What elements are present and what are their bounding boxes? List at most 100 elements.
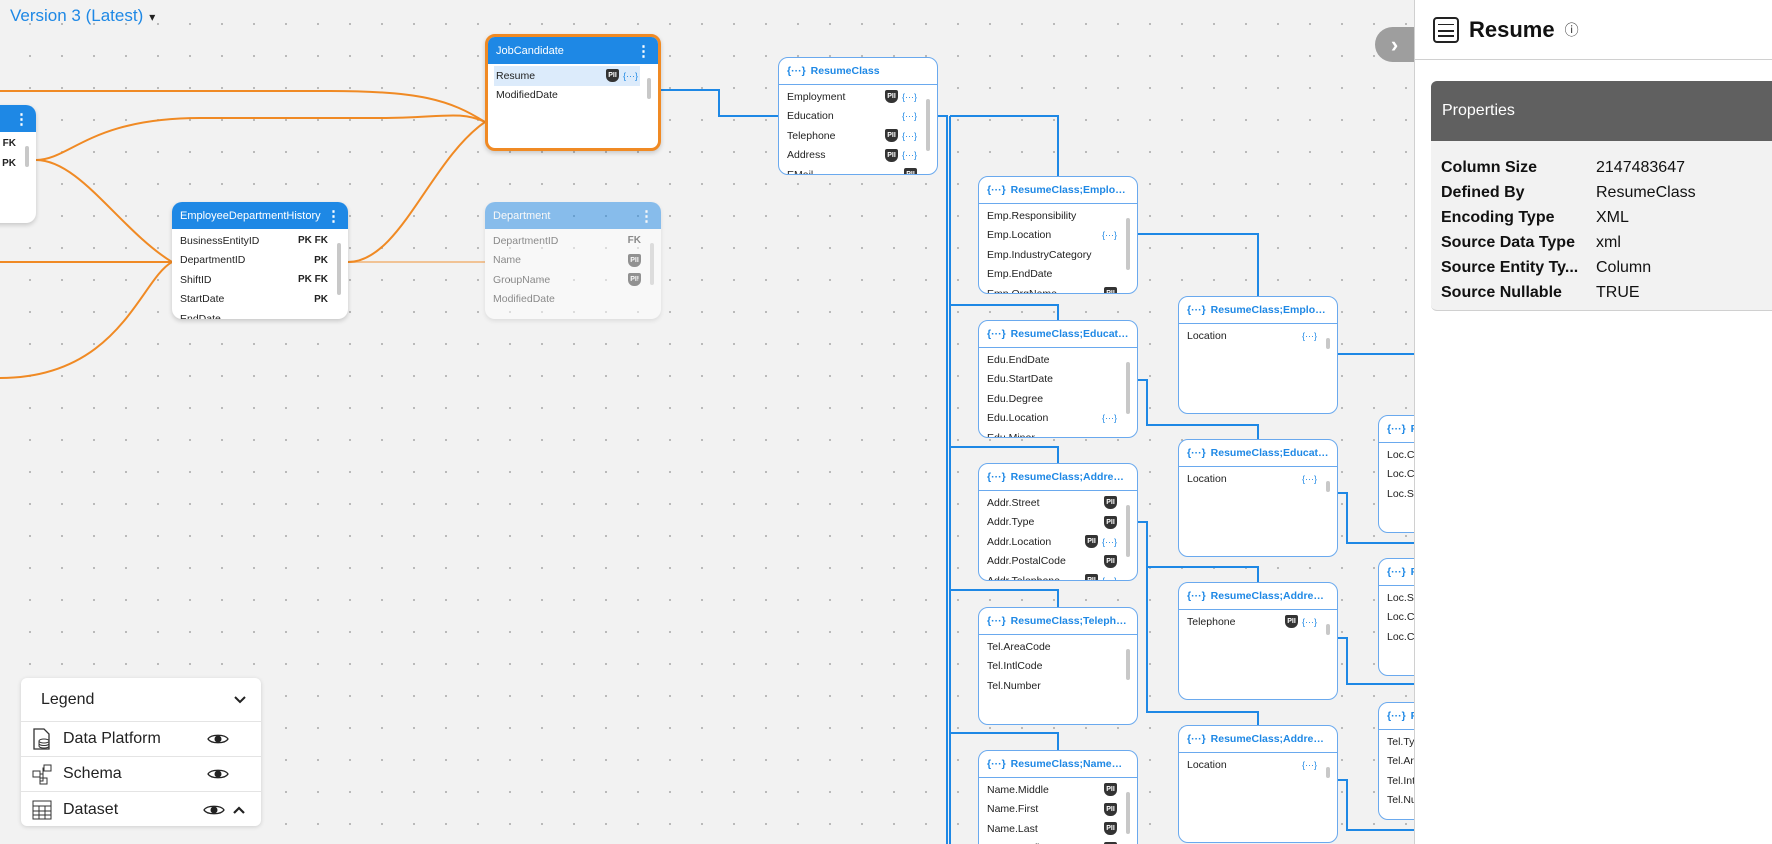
chevron-down-icon[interactable] — [233, 695, 247, 705]
scrollbar[interactable] — [1126, 218, 1130, 270]
column-row[interactable]: Loc.St — [1385, 588, 1414, 608]
lineage-canvas[interactable]: Version 3 (Latest) ▾ ⋮ FK PK JobCandidate ⋮ Re… — [0, 0, 1414, 844]
column-row[interactable]: Telephone PII {···} — [1185, 612, 1319, 632]
column-row[interactable]: Emp.Responsibility — [985, 206, 1119, 226]
column-row[interactable]: Name.Middle PII — [985, 780, 1119, 800]
column-row[interactable]: EndDate — [178, 309, 330, 319]
column-row[interactable]: DepartmentID FK — [491, 231, 643, 251]
column-row[interactable]: Tel.AreaCode — [985, 637, 1119, 657]
column-row[interactable]: Address PII {···} — [785, 146, 919, 166]
column-row[interactable]: Loc.St — [1385, 484, 1414, 504]
column-row[interactable]: Name PII — [491, 251, 643, 271]
class-card[interactable]: {···} ResumeClass;Employm... Location {···} — [1178, 296, 1338, 414]
column-row[interactable]: Resume PII {···} — [494, 66, 640, 86]
legend-header[interactable]: Legend — [21, 678, 261, 722]
collapse-panel-button[interactable]: › — [1375, 27, 1414, 62]
column-row[interactable]: Emp.EndDate — [985, 265, 1119, 285]
column-row[interactable]: Loc.Ci — [1385, 465, 1414, 485]
class-card[interactable]: {···} ResumeClass;Educatio... Edu.EndDate E… — [978, 320, 1138, 438]
column-row[interactable]: GroupName PII — [491, 270, 643, 290]
column-row[interactable]: Addr.Type PII — [985, 513, 1119, 533]
scrollbar[interactable] — [1326, 481, 1330, 493]
class-card[interactable]: {···}Re Loc.St Loc.Co Loc.Ci — [1378, 558, 1414, 676]
column-row[interactable]: Loc.Ci — [1385, 627, 1414, 647]
scrollbar[interactable] — [650, 243, 654, 285]
eye-icon[interactable] — [203, 803, 225, 817]
column-row[interactable]: Addr.Street PII — [985, 493, 1119, 513]
class-card[interactable]: {···} ResumeClass;NameClass Name.Middle PII… — [978, 750, 1138, 844]
scrollbar[interactable] — [926, 99, 930, 151]
more-menu-icon[interactable]: ⋮ — [326, 207, 341, 225]
column-row[interactable]: Addr.Telephone PII {···} — [985, 571, 1119, 580]
more-menu-icon[interactable]: ⋮ — [636, 42, 651, 60]
column-row[interactable]: Tel.Intl — [1385, 771, 1414, 791]
scrollbar[interactable] — [1126, 505, 1130, 557]
scrollbar[interactable] — [1126, 649, 1130, 681]
scrollbar[interactable] — [25, 146, 29, 168]
column-row[interactable]: Edu.Minor — [985, 428, 1119, 437]
column-row[interactable]: Location {···} — [1185, 326, 1319, 346]
scrollbar[interactable] — [1126, 792, 1130, 834]
column-row[interactable]: Edu.StartDate — [985, 370, 1119, 390]
column-row[interactable]: Education {···} — [785, 107, 919, 127]
scrollbar[interactable] — [1326, 624, 1330, 636]
column-row[interactable]: DepartmentID PK — [178, 251, 330, 271]
scrollbar[interactable] — [1326, 767, 1330, 779]
table-card-edh[interactable]: EmployeeDepartmentHistory ⋮ BusinessEntity… — [172, 202, 348, 319]
info-icon[interactable]: ⓘ — [1564, 21, 1579, 38]
class-card[interactable]: {···} ResumeClass Employment PII {···} Educat… — [778, 57, 938, 175]
column-row[interactable]: PK — [0, 154, 18, 174]
more-menu-icon[interactable]: ⋮ — [14, 110, 29, 128]
column-row[interactable]: Emp.OrgName PII — [985, 284, 1119, 293]
column-row[interactable]: ModifiedDate — [491, 290, 643, 310]
column-row[interactable]: Name.First PII — [985, 800, 1119, 820]
class-card[interactable]: {···} ResumeClass;Employm... Emp.Responsib… — [978, 176, 1138, 294]
scrollbar[interactable] — [1126, 362, 1130, 414]
column-row[interactable]: Tel.Nu — [1385, 791, 1414, 811]
scrollbar[interactable] — [1326, 338, 1330, 350]
column-row[interactable]: Name.Prefix PII — [985, 839, 1119, 844]
class-card[interactable]: {···} ResumeClass;AddressC... Telephone PII… — [1178, 582, 1338, 700]
column-row[interactable]: Addr.Location PII {···} — [985, 532, 1119, 552]
class-card[interactable]: {···} ResumeClass;Telephon... Tel.AreaCode… — [978, 607, 1138, 725]
column-row[interactable]: Tel.Are — [1385, 752, 1414, 772]
column-row[interactable]: EMail PII — [785, 165, 919, 174]
eye-icon[interactable] — [207, 767, 229, 781]
table-card-jobcandidate[interactable]: JobCandidate ⋮ Resume PII {···} ModifiedDate — [485, 34, 661, 151]
class-card[interactable]: {···}Re Tel.Typ Tel.Are Tel.Intl Tel.Nu — [1378, 702, 1414, 820]
table-card-department[interactable]: Department ⋮ DepartmentID FK Name PII GroupNam… — [485, 202, 661, 319]
column-row[interactable]: Tel.Number — [985, 676, 1119, 696]
column-row[interactable]: Tel.IntlCode — [985, 657, 1119, 677]
column-row[interactable]: Loc.Co — [1385, 608, 1414, 628]
column-row[interactable]: Addr.PostalCode PII — [985, 552, 1119, 572]
column-row[interactable]: BusinessEntityID PK FK — [178, 231, 330, 251]
column-row[interactable]: Edu.Degree — [985, 389, 1119, 409]
column-row[interactable]: ModifiedDate — [494, 86, 640, 106]
column-row[interactable]: Location {···} — [1185, 755, 1319, 775]
column-row[interactable]: Edu.EndDate — [985, 350, 1119, 370]
column-row[interactable]: StartDate PK — [178, 290, 330, 310]
column-row[interactable]: Location {···} — [1185, 469, 1319, 489]
version-selector[interactable]: Version 3 (Latest) ▾ — [10, 6, 155, 26]
properties-header[interactable]: Properties — [1431, 81, 1772, 141]
column-row[interactable]: FK — [0, 134, 18, 154]
class-card[interactable]: {···}Re Loc.Co Loc.Ci Loc.St — [1378, 415, 1414, 533]
column-row[interactable]: Name.Last PII — [985, 819, 1119, 839]
column-row[interactable]: Employment PII {···} — [785, 87, 919, 107]
column-row[interactable]: ShiftID PK FK — [178, 270, 330, 290]
class-card[interactable]: {···} ResumeClass;AddressC... Location {···… — [1178, 725, 1338, 843]
column-row[interactable]: Tel.Typ — [1385, 732, 1414, 752]
column-row[interactable]: Loc.Co — [1385, 445, 1414, 465]
class-card[interactable]: {···} ResumeClass;AddressC... Addr.Street P… — [978, 463, 1138, 581]
chevron-up-icon[interactable] — [229, 805, 249, 815]
scrollbar[interactable] — [337, 243, 341, 295]
column-row[interactable]: Emp.IndustryCategory — [985, 245, 1119, 265]
eye-icon[interactable] — [207, 732, 229, 746]
column-row[interactable]: Telephone PII {···} — [785, 126, 919, 146]
scrollbar[interactable] — [647, 78, 651, 100]
more-menu-icon[interactable]: ⋮ — [639, 207, 654, 225]
column-row[interactable]: Emp.Location {···} — [985, 226, 1119, 246]
column-row[interactable]: Edu.Location {···} — [985, 409, 1119, 429]
class-card[interactable]: {···} ResumeClass;Educatio... Location {···… — [1178, 439, 1338, 557]
table-card-left[interactable]: ⋮ FK PK — [0, 105, 36, 223]
